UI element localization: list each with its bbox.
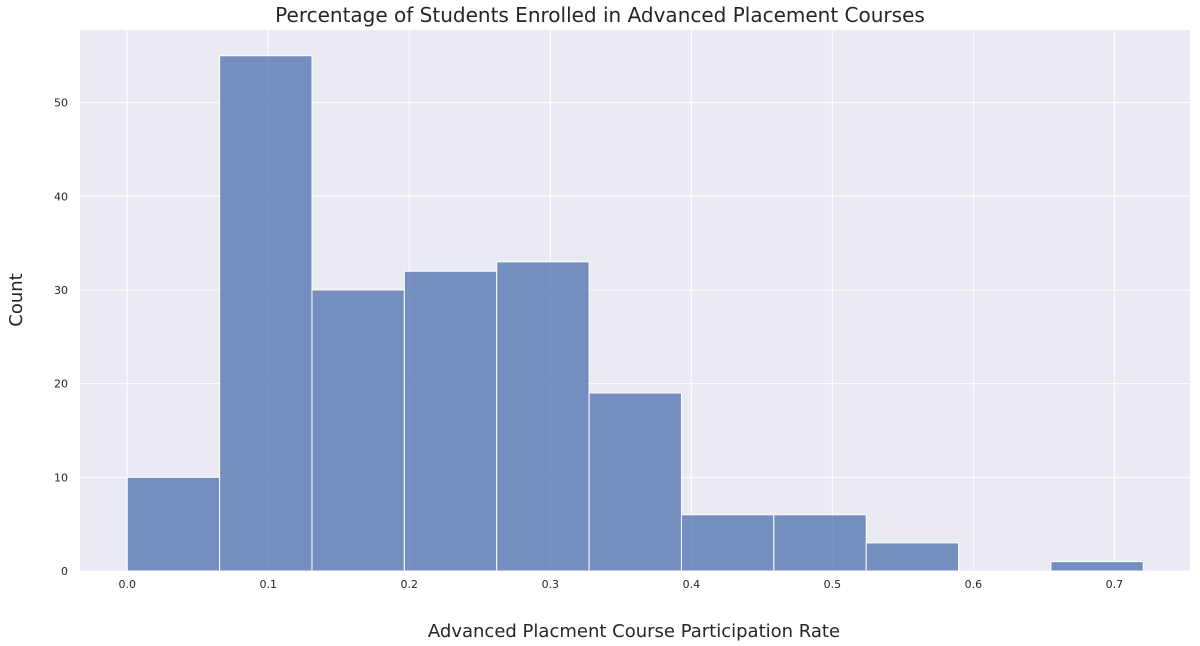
- y-tick-label: 10: [54, 471, 68, 484]
- y-tick-label: 20: [54, 378, 68, 391]
- x-tick-label: 0.6: [965, 578, 983, 591]
- bars: [126, 55, 1144, 572]
- x-tick-labels: 0.0 0.1 0.2 0.3 0.4 0.5 0.6 0.7: [118, 578, 1123, 591]
- histogram-bar: [680, 514, 775, 572]
- x-tick-label: 0.4: [683, 578, 701, 591]
- histogram-bar: [865, 542, 960, 572]
- x-tick-label: 0.2: [401, 578, 419, 591]
- histogram-bar: [219, 55, 313, 572]
- y-tick-label: 50: [54, 97, 68, 110]
- histogram-bar: [496, 261, 590, 572]
- x-tick-label: 0.5: [824, 578, 842, 591]
- histogram-bar: [1050, 561, 1144, 572]
- y-axis-label: Count: [6, 273, 27, 326]
- y-tick-labels: 0 10 20 30 40 50: [54, 97, 68, 578]
- y-tick-label: 0: [61, 565, 68, 578]
- y-tick-label: 30: [54, 284, 68, 297]
- x-tick-label: 0.0: [118, 578, 136, 591]
- x-tick-label: 0.3: [542, 578, 560, 591]
- x-axis-label: Advanced Placment Course Participation R…: [428, 621, 840, 642]
- histogram-bar: [126, 476, 221, 572]
- x-tick-label: 0.1: [260, 578, 278, 591]
- histogram-bar: [403, 270, 498, 572]
- y-tick-label: 40: [54, 190, 68, 203]
- histogram-bar: [588, 392, 682, 572]
- histogram-bar: [773, 514, 867, 572]
- histogram-bar: [311, 289, 405, 572]
- chart-title: Percentage of Students Enrolled in Advan…: [275, 3, 925, 27]
- x-tick-label: 0.7: [1106, 578, 1124, 591]
